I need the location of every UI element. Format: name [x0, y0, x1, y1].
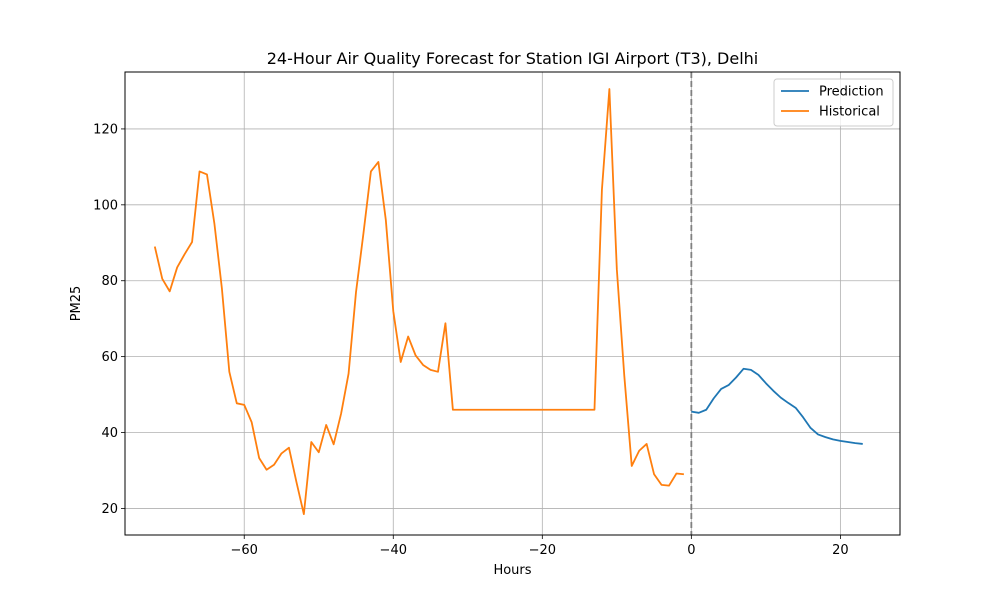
- y-tick-label: 40: [101, 426, 118, 441]
- y-tick-label: 60: [101, 350, 118, 365]
- series-layer: [153, 88, 863, 516]
- series-line-historical: [153, 88, 684, 516]
- x-tick-label: 20: [832, 543, 849, 558]
- y-axis: 20 40 60 80 100 120: [93, 122, 125, 517]
- x-tick-label: 0: [687, 543, 695, 558]
- chart-title: 24-Hour Air Quality Forecast for Station…: [267, 49, 759, 68]
- x-tick-label: −60: [231, 543, 258, 558]
- plot-area-frame: [124, 71, 901, 536]
- y-axis-label: PM25: [69, 286, 84, 322]
- series-line-prediction: [691, 367, 863, 445]
- x-tick-label: −20: [529, 543, 556, 558]
- y-tick-label: 20: [101, 502, 118, 517]
- x-tick-label: −40: [380, 543, 407, 558]
- legend-label: Historical: [819, 105, 880, 120]
- x-axis: −60 −40 −20 0 20: [231, 535, 849, 558]
- legend: Prediction Historical: [773, 78, 894, 127]
- y-tick-label: 120: [93, 122, 118, 137]
- y-tick-label: 100: [93, 198, 118, 213]
- y-tick-label: 80: [101, 274, 118, 289]
- x-axis-label: Hours: [493, 563, 531, 578]
- grid: [125, 72, 900, 535]
- legend-label: Prediction: [819, 85, 884, 100]
